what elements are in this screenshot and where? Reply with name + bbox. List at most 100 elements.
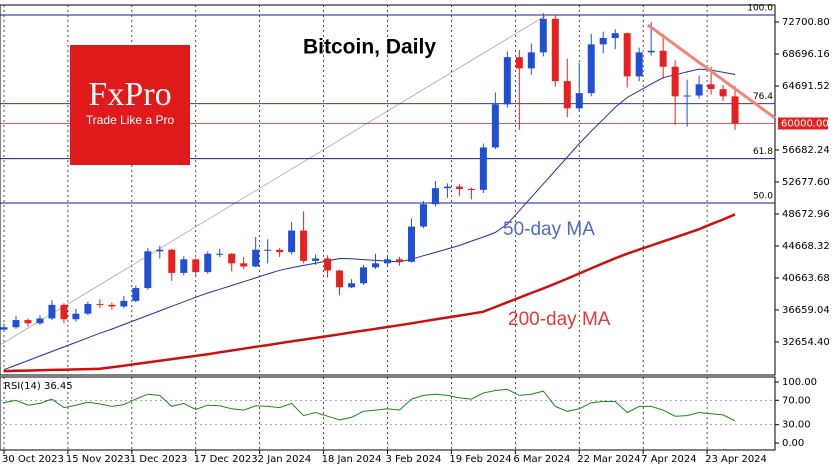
candle-body	[156, 249, 164, 252]
price-label-box	[778, 117, 828, 130]
candle-body	[731, 96, 739, 124]
candle-body	[240, 263, 248, 267]
candle-body	[120, 300, 128, 307]
rsi-tick-label: 30.00	[782, 420, 811, 431]
y-tick-label: 32654.40	[782, 337, 830, 348]
y-tick-label: 44668.32	[782, 241, 830, 252]
candle-body	[48, 304, 56, 319]
resistance-line	[647, 23, 776, 120]
rsi-tick-label: 0.00	[782, 438, 804, 449]
fib-level-label: 50.0	[753, 191, 773, 201]
candle-body	[276, 249, 284, 253]
candle-body	[300, 230, 308, 261]
y-tick-label: 48672.96	[782, 209, 830, 220]
candle-body	[168, 249, 176, 273]
logo-brand: FxPro	[88, 76, 171, 113]
candle-body	[132, 288, 140, 301]
candle-body	[443, 186, 451, 189]
candle-body	[336, 270, 344, 288]
candle-body	[312, 258, 320, 261]
price-label: 60000.00	[781, 118, 829, 129]
fib-level-label: 76.4	[753, 92, 773, 102]
moving-average-line	[3, 68, 736, 371]
rsi-tick-label: 100.00	[782, 377, 817, 388]
chart-title: Bitcoin, Daily	[303, 36, 436, 59]
rsi-tick-label: 70.00	[782, 395, 811, 406]
candle-body	[144, 251, 152, 289]
candle-body	[695, 84, 703, 96]
y-tick-label: 64691.52	[782, 81, 830, 92]
y-tick-label: 68696.16	[782, 49, 830, 60]
candle-body	[108, 304, 116, 307]
candle-body	[192, 259, 200, 273]
y-tick-label: 56682.24	[782, 145, 830, 156]
y-tick-label: 72700.80	[782, 17, 830, 28]
candle-body	[551, 18, 559, 82]
y-tick-label: 40663.68	[782, 273, 830, 284]
candle-body	[72, 313, 80, 320]
candle-body	[288, 230, 296, 253]
x-tick-label: 3 Feb 2024	[386, 454, 442, 465]
candle-body	[36, 318, 44, 324]
candle-body	[719, 89, 727, 97]
candle-body	[575, 93, 583, 109]
x-tick-label: 19 Feb 2024	[449, 454, 511, 465]
candle-body	[84, 304, 92, 314]
x-tick-label: 1 Dec 2023	[130, 454, 188, 465]
candle-body	[515, 57, 523, 69]
x-tick-label: 6 Mar 2024	[513, 454, 570, 465]
candle-body	[348, 283, 356, 288]
candle-body	[360, 267, 368, 284]
candle-body	[455, 186, 463, 190]
candle-body	[395, 259, 403, 262]
y-tick-label: 36659.04	[782, 305, 830, 316]
series-label: 50-day MA	[503, 219, 595, 240]
candle-body	[539, 18, 547, 53]
candle-body	[635, 52, 643, 77]
logo-box	[70, 45, 190, 165]
candle-body	[647, 50, 655, 53]
fib-trend-line	[0, 15, 546, 346]
candle-body	[419, 204, 427, 227]
moving-average-line	[3, 213, 736, 373]
candle-body	[252, 249, 260, 267]
x-tick-label: 30 Oct 2023	[2, 454, 64, 465]
candle-body	[707, 84, 715, 90]
candle-body	[324, 258, 332, 271]
candle-body	[228, 253, 236, 264]
candle-body	[60, 304, 68, 320]
candle-body	[12, 320, 20, 328]
candle-body	[467, 189, 475, 191]
fib-level-label: 61.8	[753, 147, 773, 157]
candle-body	[96, 304, 104, 306]
candle-body	[527, 52, 535, 69]
candle-body	[204, 253, 212, 273]
candle-body	[611, 33, 619, 38]
candle-body	[479, 147, 487, 190]
candle-body	[683, 95, 691, 97]
candle-body	[407, 226, 415, 262]
candle-body	[180, 259, 188, 273]
candle-body	[431, 188, 439, 205]
x-tick-label: 23 Apr 2024	[705, 454, 767, 465]
candle-body	[372, 263, 380, 268]
x-tick-label: 22 Mar 2024	[577, 454, 640, 465]
candle-body	[0, 327, 8, 330]
candle-body	[599, 37, 607, 45]
x-tick-label: 7 Apr 2024	[641, 454, 696, 465]
candle-body	[491, 104, 499, 148]
candle-body	[659, 50, 667, 67]
series-label: 200-day MA	[508, 309, 611, 330]
rsi-line	[3, 388, 736, 422]
candle-body	[671, 66, 679, 97]
x-tick-label: 15 Nov 2023	[66, 454, 130, 465]
fib-level-label: 100.0	[747, 3, 773, 13]
x-tick-label: 18 Jan 2024	[322, 454, 382, 465]
candle-body	[384, 259, 391, 264]
candle-body	[587, 44, 595, 94]
y-tick-label: 52677.60	[782, 177, 830, 188]
candle-body	[264, 249, 272, 251]
x-tick-label: 17 Dec 2023	[194, 454, 258, 465]
candle-body	[24, 320, 32, 324]
